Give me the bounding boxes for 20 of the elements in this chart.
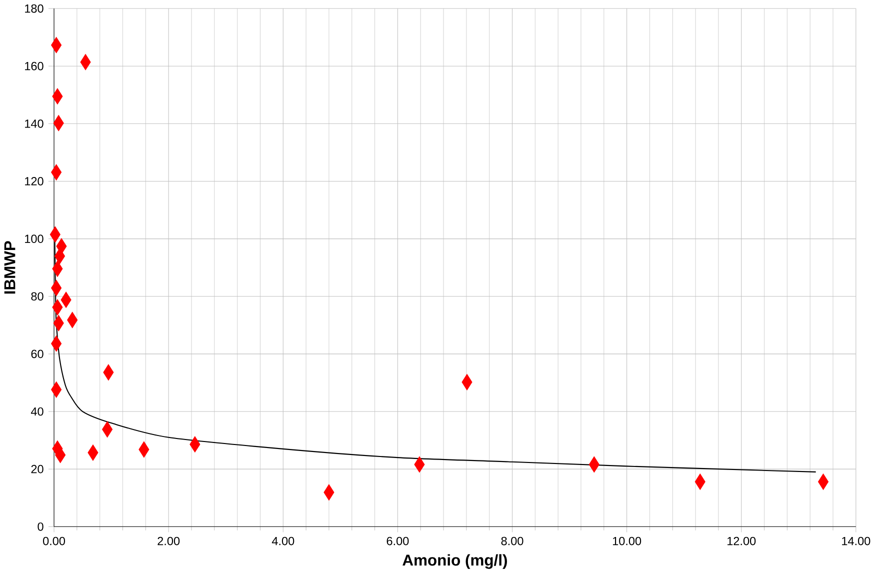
x-tick-label: 8.00 [501,536,524,546]
x-tick-label: 6.00 [386,536,409,546]
y-tick-label: 0 [38,522,44,531]
y-tick-label: 140 [25,119,44,128]
y-tick-label: 120 [25,176,44,186]
x-tick-label: 0.00 [43,536,66,546]
x-tick-label: 12.00 [728,536,756,546]
x-tick-label: 10.00 [612,536,642,546]
y-tick-label: 180 [25,4,44,13]
y-tick-label: 60 [31,350,44,358]
x-axis-title: Amonio (mg/l) [402,554,507,569]
y-tick-label: 20 [31,464,44,474]
x-tick-label: 4.00 [272,536,294,546]
x-tick-label: 14.00 [842,536,870,546]
x-tick-label: 2.00 [158,536,180,546]
y-tick-label: 100 [25,234,44,243]
y-tick-label: 80 [31,292,44,300]
y-tick-label: 40 [30,407,44,416]
y-tick-label: 160 [25,62,44,70]
y-axis-title: IBMWP [4,240,16,294]
